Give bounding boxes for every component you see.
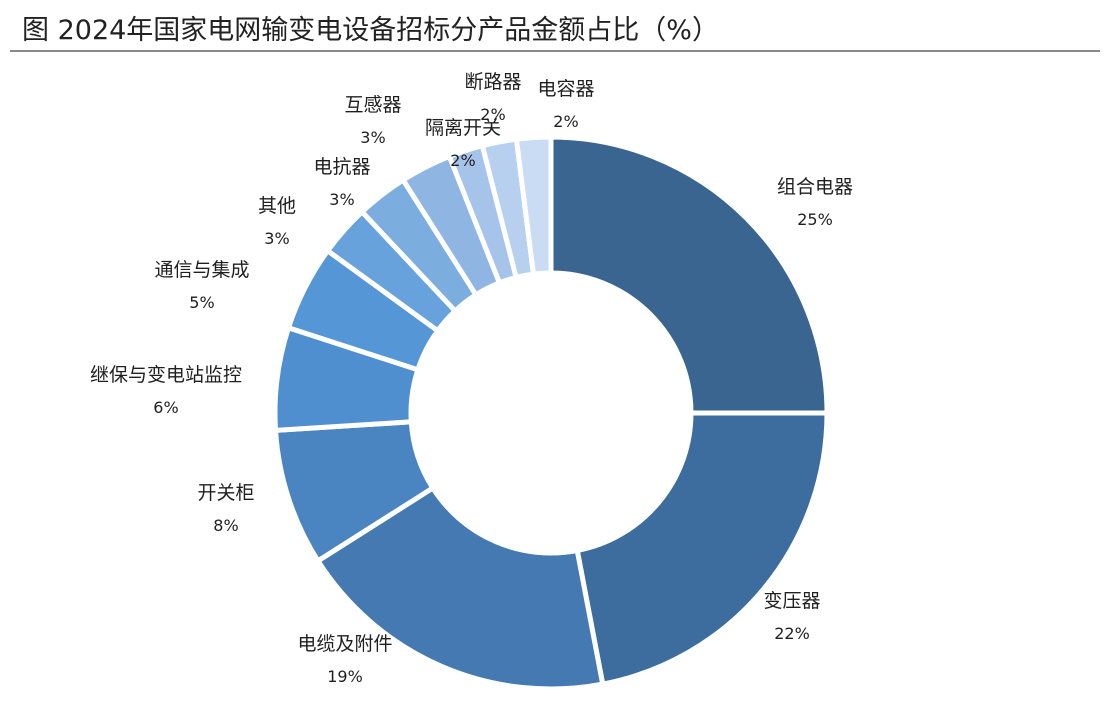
slice-label-5: 继保与变电站监控 (90, 364, 242, 386)
slice-label-6: 通信与集成 (154, 259, 249, 281)
slice-label-7: 其他 (258, 195, 296, 217)
slice-value-4: 8% (213, 516, 238, 535)
slice-label-1: 组合电器 (777, 176, 853, 198)
chart-title: 图 2024年国家电网输变电设备招标分产品金额占比（%） (22, 15, 719, 46)
slice-value-7: 3% (264, 229, 289, 248)
slice-12 (513, 134, 554, 277)
slice-3 (314, 484, 606, 692)
title-divider (10, 50, 1100, 52)
donut-slices (272, 134, 830, 692)
slice-label-10: 隔离开关 (425, 117, 501, 139)
slice-value-2: 22% (774, 624, 810, 643)
slice-value-6: 5% (189, 293, 214, 312)
slice-label-3: 电缆及附件 (297, 633, 392, 655)
slice-label-4: 开关柜 (197, 482, 254, 504)
slice-label-9: 互感器 (344, 94, 401, 116)
slice-1 (548, 134, 830, 416)
slice-label-2: 变压器 (763, 590, 820, 612)
slice-value-5: 6% (153, 398, 178, 417)
slice-label-8: 电抗器 (313, 156, 370, 178)
slice-value-10: 2% (450, 151, 475, 170)
slice-value-12: 2% (553, 112, 578, 131)
slice-value-1: 25% (797, 210, 833, 229)
slice-value-9: 3% (360, 128, 385, 147)
slice-labels: 组合电器 25% 变压器 22% 电缆及附件 19% 开关柜 8% 继保与变电站监控 6% 通信与集… (90, 71, 853, 686)
slice-value-3: 19% (327, 667, 363, 686)
slice-label-12: 电容器 (537, 78, 594, 100)
slice-label-11: 断路器 (464, 71, 521, 93)
slice-value-8: 3% (329, 190, 354, 209)
slice-2 (574, 410, 830, 688)
slice-value-11: 2% (480, 105, 505, 124)
